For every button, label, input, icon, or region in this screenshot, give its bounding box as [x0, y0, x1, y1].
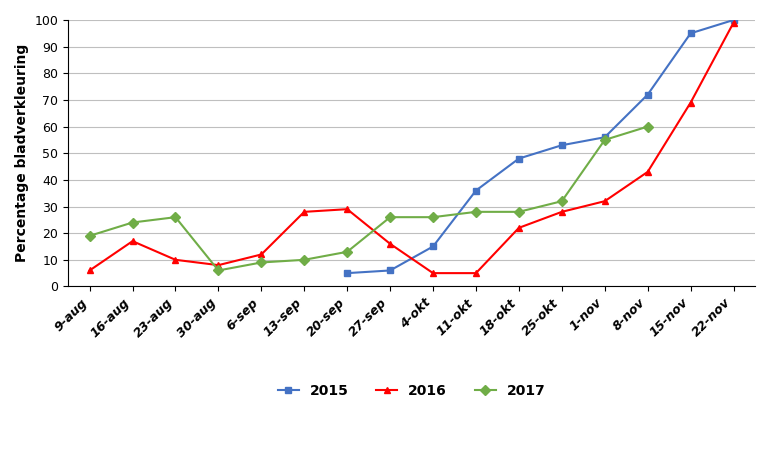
2017: [85, 233, 94, 239]
Line: 2017: 2017: [86, 123, 651, 274]
2015: [471, 188, 480, 193]
2015: [600, 135, 609, 140]
2017: [600, 137, 609, 143]
Line: 2015: 2015: [343, 17, 737, 277]
2015: [514, 156, 524, 162]
2017: [471, 209, 480, 215]
Legend: 2015, 2016, 2017: 2015, 2016, 2017: [272, 379, 551, 404]
2015: [343, 270, 352, 276]
2016: [643, 169, 652, 175]
2016: [300, 209, 309, 215]
2017: [386, 214, 395, 220]
2016: [85, 268, 94, 273]
2017: [343, 249, 352, 255]
2017: [557, 198, 567, 204]
2016: [214, 262, 223, 268]
2016: [471, 270, 480, 276]
2015: [428, 244, 437, 249]
2016: [600, 198, 609, 204]
2016: [686, 100, 695, 105]
2016: [514, 225, 524, 231]
2017: [128, 219, 137, 225]
2015: [686, 30, 695, 36]
2017: [256, 260, 266, 265]
2016: [343, 206, 352, 212]
2017: [428, 214, 437, 220]
2015: [729, 17, 738, 23]
2017: [643, 124, 652, 129]
2017: [214, 268, 223, 273]
2017: [514, 209, 524, 215]
2016: [557, 209, 567, 215]
Line: 2016: 2016: [86, 19, 737, 277]
2016: [386, 241, 395, 246]
Y-axis label: Percentage bladverkleuring: Percentage bladverkleuring: [15, 44, 29, 262]
2015: [386, 268, 395, 273]
2015: [557, 142, 567, 148]
2016: [171, 257, 180, 263]
2016: [428, 270, 437, 276]
2017: [300, 257, 309, 263]
2016: [256, 252, 266, 257]
2016: [729, 20, 738, 26]
2016: [128, 238, 137, 244]
2017: [171, 214, 180, 220]
2015: [643, 92, 652, 98]
